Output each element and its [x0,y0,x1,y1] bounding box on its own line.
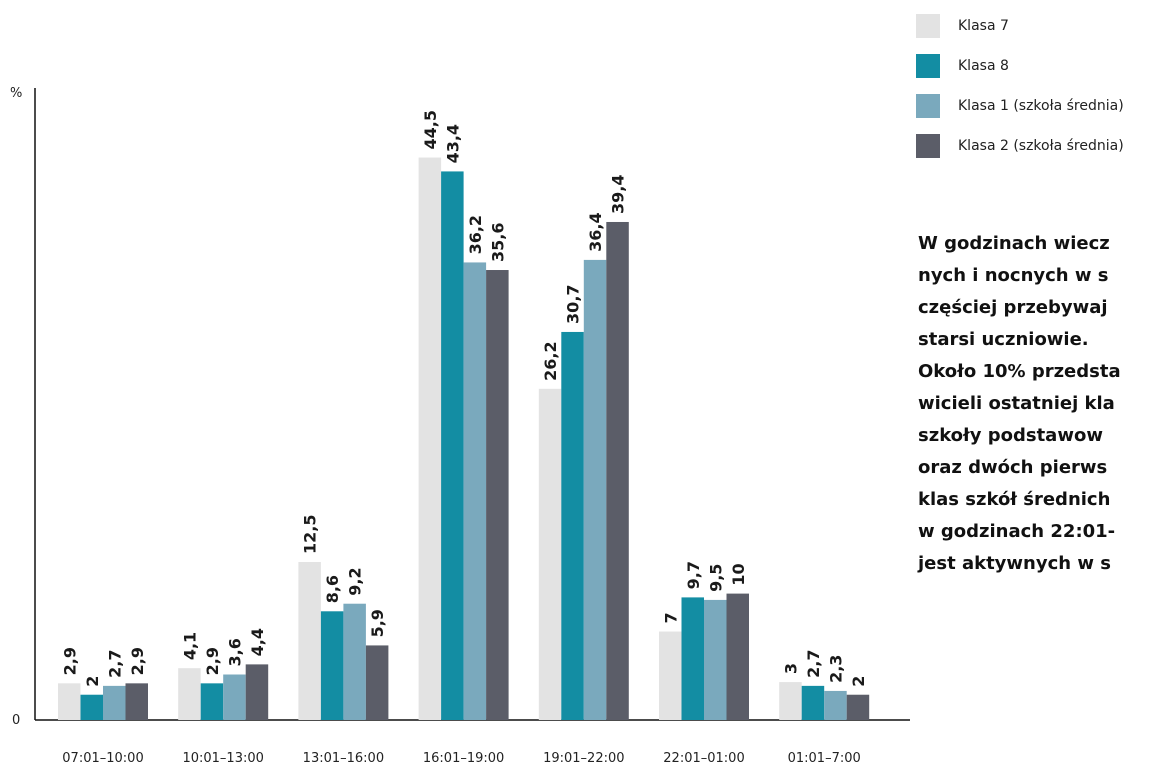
value-label: 2,7 [804,650,823,678]
bar [125,683,148,720]
bar [103,685,126,720]
value-label: 8,6 [323,575,342,603]
bar [80,694,103,720]
bar [606,221,629,720]
bar [704,599,727,720]
bar [178,668,201,720]
value-label: 9,5 [706,564,725,592]
value-label: 4,4 [248,628,267,656]
x-tick-label: 07:01–10:00 [62,751,143,766]
bars-layer [58,157,870,720]
legend-item-klasa-7: Klasa 7 [916,6,1166,46]
value-label: 36,2 [466,215,485,254]
bar [298,562,321,720]
bar [200,683,224,720]
commentary-line: oraz dwóch pierws [918,457,1108,478]
legend-label: Klasa 1 (szkoła średnia) [958,98,1124,114]
value-label: 30,7 [564,284,583,323]
x-tick-label: 10:01–13:00 [182,751,263,766]
bar [659,631,682,720]
bar [726,593,749,720]
value-label: 3,6 [225,638,244,666]
x-tick-label: 22:01–01:00 [663,751,744,766]
commentary-line: jest aktywnych w s [918,553,1111,574]
bar [365,645,389,720]
x-tick-label: 19:01–22:00 [543,751,624,766]
value-label: 2,3 [826,655,845,683]
value-label: 10 [729,563,748,585]
commentary-line: nych i nocnych w s [918,265,1109,286]
legend-item-klasa-2: Klasa 2 (szkoła średnia) [916,126,1166,166]
commentary-line: wicieli ostatniej kla [918,393,1115,414]
commentary-text: W godzinach wiecz nych i nocnych w s czę… [918,228,1166,580]
commentary-line: starsi uczniowie. [918,329,1089,350]
bar [223,674,246,720]
value-label: 2,9 [203,647,222,675]
value-label: 26,2 [541,341,560,380]
value-label: 3 [781,663,800,674]
bar [320,611,344,720]
x-tick-label: 01:01–7:00 [788,751,861,766]
bar [583,259,607,720]
legend-item-klasa-8: Klasa 8 [916,46,1166,86]
x-tick-labels-layer: 07:01–10:00 10:01–13:00 13:01–16:00 16:01–1… [62,751,861,766]
x-tick-label: 16:01–19:00 [423,751,504,766]
legend-label: Klasa 7 [958,18,1009,34]
value-label: 35,6 [488,223,507,262]
value-label: 12,5 [301,515,320,554]
commentary-line: w godzinach 22:01- [918,521,1116,542]
bar [846,694,870,720]
bar [561,331,584,720]
bar-chart: % 0 2,922,7 2,94,12,9 3,6 4,412,58,6 9,25,94… [10,86,910,766]
bar [343,603,366,720]
bar [245,664,269,720]
value-label: 2 [849,676,868,687]
bar [801,685,825,720]
legend-swatch [916,54,940,78]
bar [418,157,442,720]
value-label: 43,4 [443,124,462,163]
value-labels-layer: 2,922,7 2,94,12,9 3,6 4,412,58,6 9,25,944,5 4… [60,110,868,687]
value-label: 9,7 [684,561,703,589]
commentary-line: częściej przebywaj [918,297,1108,318]
legend-item-klasa-1: Klasa 1 (szkoła średnia) [916,86,1166,126]
legend-swatch [916,14,940,38]
value-label: 5,9 [368,609,387,637]
bar [58,683,81,720]
legend-swatch [916,134,940,158]
value-label: 2,7 [105,650,124,678]
value-label: 36,4 [586,212,605,251]
value-label: 9,2 [346,567,365,595]
legend-swatch [916,94,940,118]
bar [463,262,487,720]
x-tick-label: 13:01–16:00 [303,751,384,766]
bar [681,597,704,720]
bar [824,690,847,720]
bar [779,682,802,720]
legend-label: Klasa 2 (szkoła średnia) [958,138,1124,154]
value-label: 44,5 [421,110,440,149]
commentary-line: W godzinach wiecz [918,233,1110,254]
y-axis-label: % [10,86,22,101]
bar [486,270,509,720]
y-tick-label: 0 [12,713,20,728]
value-label: 39,4 [609,174,628,213]
bar [538,388,562,720]
legend-label: Klasa 8 [958,58,1009,74]
legend: Klasa 7 Klasa 8 Klasa 1 (szkoła średnia)… [916,6,1166,166]
value-label: 2 [83,676,102,687]
commentary-line: Około 10% przedsta [918,361,1121,382]
value-label: 2,9 [128,647,147,675]
value-label: 7 [661,612,680,623]
value-label: 2,9 [60,647,79,675]
bar [441,171,464,720]
commentary-line: klas szkół średnich [918,489,1111,510]
value-label: 4,1 [180,632,199,660]
commentary-line: szkoły podstawow [918,425,1103,446]
